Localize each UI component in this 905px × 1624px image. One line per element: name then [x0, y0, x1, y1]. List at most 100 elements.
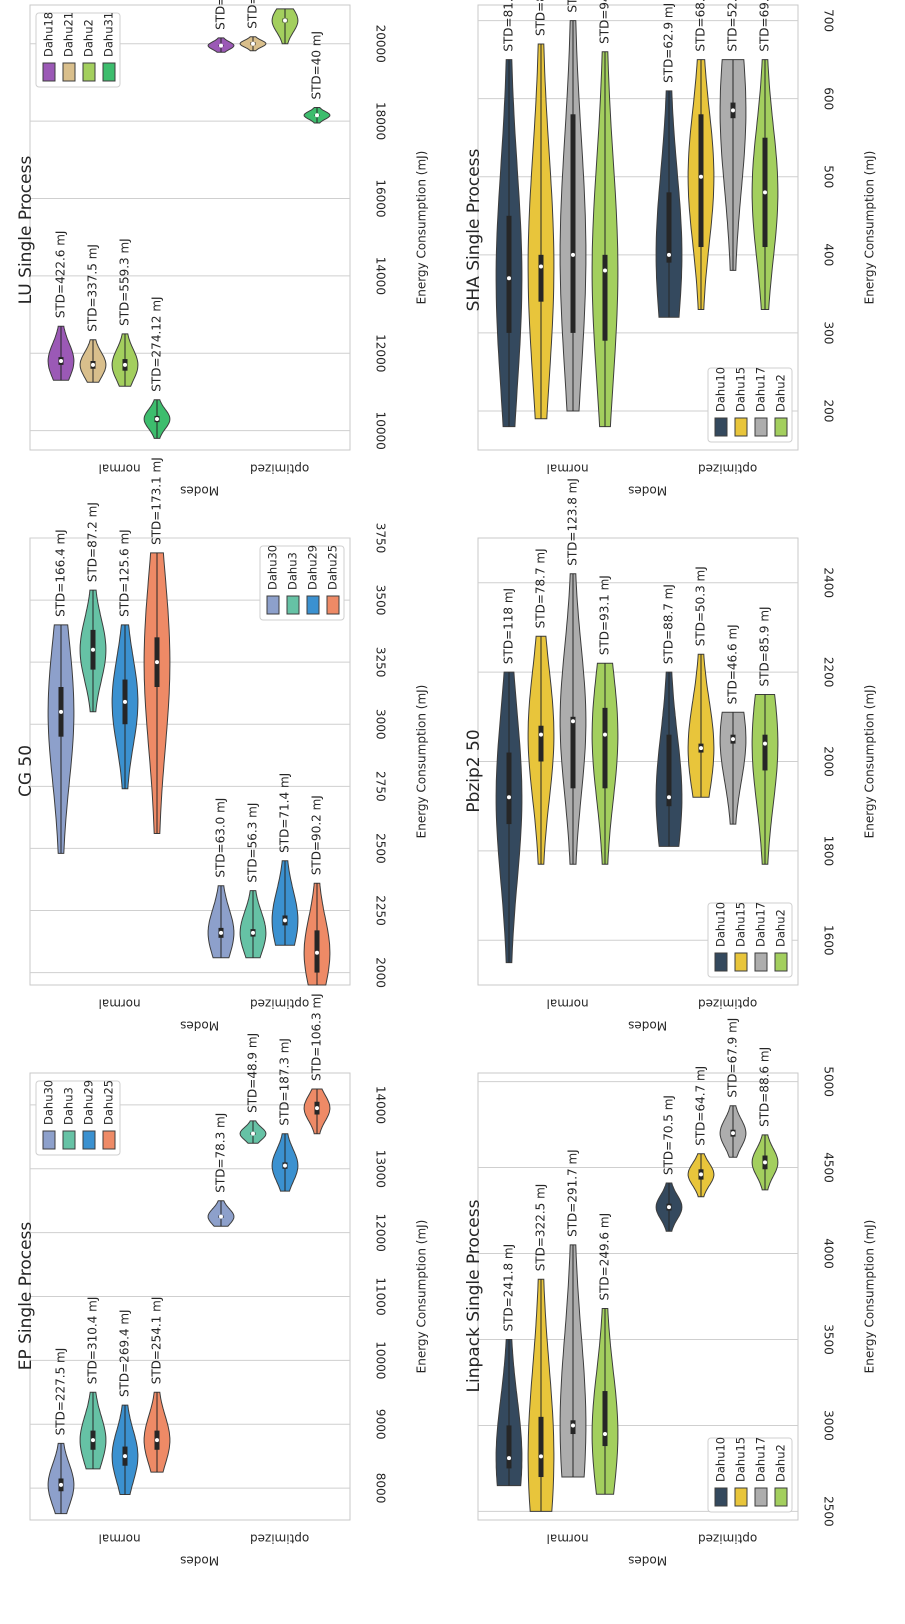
violin-iqr: [506, 1425, 512, 1469]
violin: STD=249.6 mJ: [591, 1213, 619, 1495]
violin-median: [283, 18, 287, 23]
std-label: STD=95.6 mJ: [566, 0, 580, 13]
tick-label: 14000: [374, 1086, 388, 1124]
legend-label: Dahu10: [714, 367, 728, 412]
legend-swatch: [306, 595, 320, 615]
legend-label: Dahu10: [714, 1437, 728, 1482]
violin: STD=81.6 mJ: [495, 0, 523, 428]
violin-iqr: [602, 254, 608, 341]
violin-median: [571, 252, 575, 257]
category-label: optimized: [698, 1532, 757, 1546]
legend-label: Dahu2: [774, 909, 788, 947]
std-label: STD=322.5 mJ: [534, 1184, 548, 1272]
legend-swatch: [82, 62, 96, 82]
legend: Dahu30 Dahu3 Dahu29 Dahu25: [259, 545, 345, 621]
tick-label: 200: [822, 400, 836, 423]
std-label: STD=48.9 mJ: [246, 1033, 260, 1113]
legend-swatch: [714, 417, 728, 437]
plot-frame: [477, 1072, 799, 1521]
violin: STD=187.3 mJ: [271, 1038, 299, 1192]
tick-label: 3500: [822, 1324, 836, 1355]
std-label: STD=81.6 mJ: [502, 0, 516, 52]
tick-label: 2500: [374, 833, 388, 864]
legend-label: Dahu21: [62, 12, 76, 57]
violin-median: [59, 1482, 63, 1487]
violin: STD=85.9 mJ: [751, 606, 779, 865]
tick-label: 600: [822, 87, 836, 110]
violin-median: [507, 1456, 511, 1461]
violin-median: [507, 795, 511, 800]
legend-swatch: [62, 1130, 76, 1150]
violin-median: [123, 1454, 127, 1459]
tick-label: 1600: [822, 925, 836, 956]
category-label: normal: [547, 462, 589, 476]
violin: STD=63.0 mJ: [207, 798, 235, 959]
legend-swatch: [774, 417, 788, 437]
panel-4: 1600 1800 2000 2200 2400 Energy Consumption (…: [464, 478, 877, 1032]
legend-frame: [35, 1080, 121, 1156]
violin-iqr: [762, 734, 768, 771]
legend-swatch: [286, 595, 300, 615]
panel-1: 2000 2250 2500 2750 3000 3250 3500 3750 Energy C…: [16, 457, 429, 1032]
violin-iqr: [538, 1416, 544, 1478]
chart-title: Pbzip2 50: [464, 729, 484, 812]
category-label: optimized: [698, 462, 757, 476]
violin: STD=94.3 mJ: [591, 0, 619, 428]
value-axis-label: Energy Consumption (mJ): [863, 151, 877, 305]
category-label: normal: [547, 1532, 589, 1546]
legend: Dahu10 Dahu15 Dahu17 Dahu2: [707, 1437, 793, 1513]
violin-median: [763, 741, 767, 746]
tick-label: 2200: [822, 657, 836, 688]
std-label: STD=118 mJ: [502, 588, 516, 664]
legend-label: Dahu30: [42, 1080, 56, 1125]
tick-label: 2400: [822, 567, 836, 598]
violin: STD=62.9 mJ: [655, 3, 683, 318]
violin-median: [603, 268, 607, 273]
tick-label: 2750: [374, 771, 388, 802]
violin-median: [539, 1454, 543, 1459]
violin-median: [315, 113, 319, 118]
category-label: normal: [99, 997, 141, 1011]
violin: STD=173.1 mJ: [143, 457, 171, 834]
violin-iqr: [698, 114, 704, 248]
legend-swatch: [102, 1130, 116, 1150]
tick-label: 18000: [374, 102, 388, 140]
legend-swatch: [754, 952, 768, 972]
tick-label: 3500: [374, 585, 388, 616]
violin: STD=56.3 mJ: [239, 803, 267, 959]
violin-median: [251, 1131, 255, 1136]
tick-label: 2000: [374, 957, 388, 988]
panel-0: 10000 12000 14000 16000 18000 20000 Energy Con…: [16, 0, 429, 498]
violin-iqr: [666, 734, 672, 807]
chart-title: SHA Single Process: [464, 148, 484, 311]
category-label: optimized: [250, 1532, 309, 1546]
violin: STD=48.9 mJ: [239, 1033, 267, 1144]
violin: STD=69.9 mJ: [751, 0, 779, 310]
legend-swatch: [42, 1130, 56, 1150]
violin: STD=106.3 mJ: [303, 993, 331, 1135]
violin: STD=40 mJ: [303, 31, 331, 124]
tick-label: 500: [822, 165, 836, 188]
violin-iqr: [666, 192, 672, 263]
std-label: STD=69.9 mJ: [758, 0, 772, 52]
std-label: STD=90.2 mJ: [310, 795, 324, 875]
legend-label: Dahu3: [286, 552, 300, 590]
legend-label: Dahu10: [714, 902, 728, 947]
violin: STD=95.6 mJ: [559, 0, 587, 412]
violin: STD=337.5 mJ: [79, 244, 107, 383]
legend-label: Dahu17: [754, 367, 768, 412]
violin: STD=202.8 mJ: [271, 0, 299, 45]
tick-label: 2500: [822, 1496, 836, 1527]
legend-label: Dahu2: [774, 374, 788, 412]
legend-label: Dahu2: [774, 1444, 788, 1482]
legend-frame: [707, 1437, 793, 1513]
legend-swatch: [82, 1130, 96, 1150]
tick-label: 13000: [374, 1150, 388, 1188]
violin-median: [731, 737, 735, 742]
violin-median: [315, 950, 319, 955]
std-label: STD=559.3 mJ: [118, 238, 132, 326]
std-label: STD=52.1 mJ: [726, 0, 740, 52]
legend-label: Dahu25: [102, 1080, 116, 1125]
std-label: STD=50.3 mJ: [694, 566, 708, 646]
